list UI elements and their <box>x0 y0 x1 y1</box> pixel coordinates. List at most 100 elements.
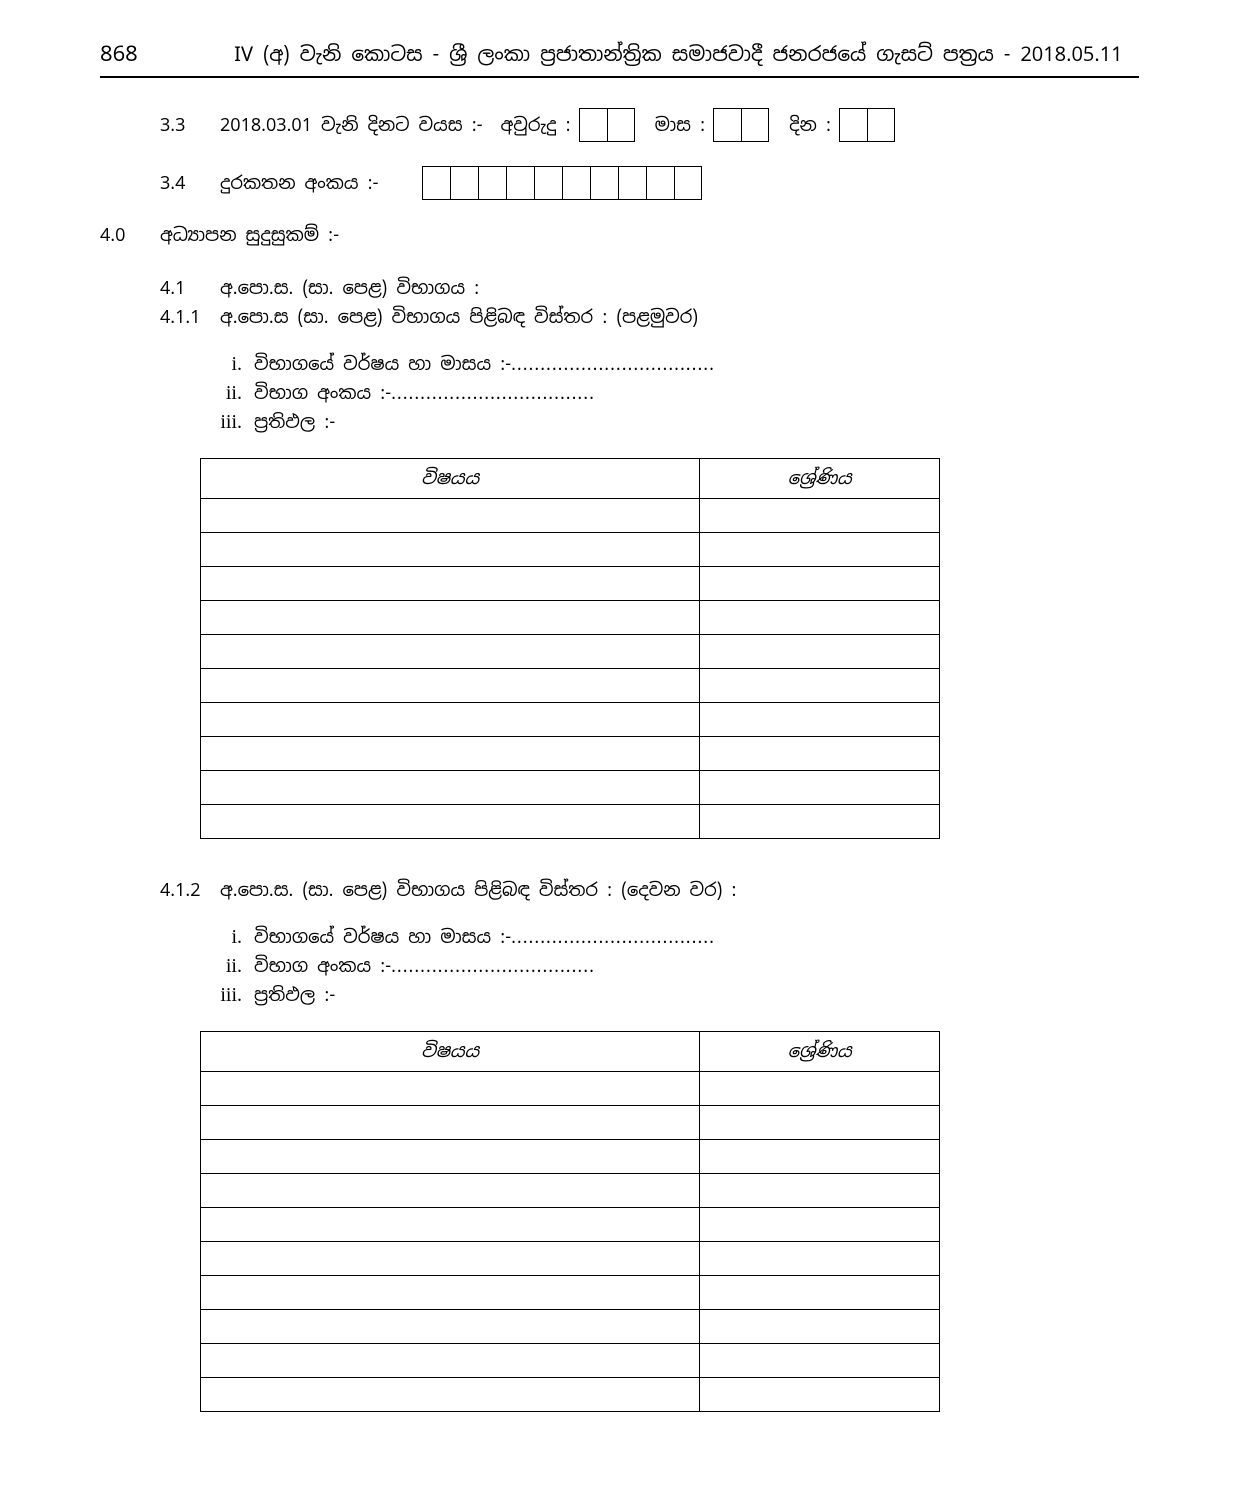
table-row <box>201 1242 940 1276</box>
dots-3[interactable]: ................................... <box>511 926 715 949</box>
th-subject-2: විෂයය <box>201 1032 700 1072</box>
input-box[interactable] <box>534 166 562 200</box>
subject-cell[interactable] <box>201 669 700 703</box>
roman-3-text: ප්‍රතිඵල :- <box>254 411 335 434</box>
input-box[interactable] <box>450 166 478 200</box>
table-row <box>201 1276 940 1310</box>
grade-cell[interactable] <box>700 567 940 601</box>
subject-cell[interactable] <box>201 1242 700 1276</box>
grade-cell[interactable] <box>700 737 940 771</box>
subject-cell[interactable] <box>201 533 700 567</box>
table-row <box>201 737 940 771</box>
subject-cell[interactable] <box>201 499 700 533</box>
header-title: IV (අ) වැනි කොටස - ශ්‍රී ලංකා ප්‍රජාතාන්… <box>218 41 1139 67</box>
row-3-4: 3.4 දුරකතන අංකය :- <box>100 166 1139 200</box>
roman-i-2: i. <box>210 926 254 949</box>
subject-cell[interactable] <box>201 771 700 805</box>
roman-list-2: i. විභාගයේ වර්ෂය හා මාසය :- ............… <box>210 926 1139 1007</box>
grade-cell[interactable] <box>700 1242 940 1276</box>
num-4-1-1: 4.1.1 <box>160 306 220 329</box>
subject-cell[interactable] <box>201 1310 700 1344</box>
grade-cell[interactable] <box>700 601 940 635</box>
grade-cell[interactable] <box>700 1344 940 1378</box>
table-row <box>201 533 940 567</box>
grade-cell[interactable] <box>700 1310 940 1344</box>
input-box[interactable] <box>579 108 607 142</box>
input-box[interactable] <box>506 166 534 200</box>
row-3-3: 3.3 2018.03.01 වැනි දිනට වයස :- අවුරුදු … <box>100 108 1139 142</box>
roman-1-text-2: විභාගයේ වර්ෂය හා මාසය :- <box>254 926 511 949</box>
subject-cell[interactable] <box>201 601 700 635</box>
table-row <box>201 1208 940 1242</box>
label-4-1: අ.පො.ස. (සා. පෙළ) විභාගය : <box>220 277 479 300</box>
input-box[interactable] <box>618 166 646 200</box>
roman-list-1: i. විභාගයේ වර්ෂය හා මාසය :- ............… <box>210 353 1139 434</box>
row-4-1-2: 4.1.2 අ.පො.ස. (සා. පෙළ) විභාගය පිළිබඳ වි… <box>160 879 1139 902</box>
subject-cell[interactable] <box>201 1276 700 1310</box>
table-row <box>201 635 940 669</box>
th-grade-2: ශ්‍රේණිය <box>700 1032 940 1072</box>
num-4-0: 4.0 <box>100 224 160 247</box>
subject-cell[interactable] <box>201 1140 700 1174</box>
table-row <box>201 1378 940 1412</box>
grade-cell[interactable] <box>700 499 940 533</box>
results-table-1: විෂයය ශ්‍රේණිය <box>200 458 940 839</box>
page-header: 868 IV (අ) වැනි කොටස - ශ්‍රී ලංකා ප්‍රජා… <box>100 40 1139 78</box>
subject-cell[interactable] <box>201 805 700 839</box>
phone-boxes[interactable] <box>422 166 702 200</box>
subject-cell[interactable] <box>201 703 700 737</box>
grade-cell[interactable] <box>700 805 940 839</box>
table-row <box>201 1072 940 1106</box>
table-row <box>201 1106 940 1140</box>
input-box[interactable] <box>590 166 618 200</box>
subject-cell[interactable] <box>201 1106 700 1140</box>
th-grade-1: ශ්‍රේණිය <box>700 459 940 499</box>
roman-iii: iii. <box>210 411 254 434</box>
grade-cell[interactable] <box>700 1140 940 1174</box>
label-3-4: දුරකතන අංකය :- <box>220 172 378 195</box>
subject-cell[interactable] <box>201 1378 700 1412</box>
input-box[interactable] <box>867 108 895 142</box>
months-boxes[interactable] <box>713 108 769 142</box>
grade-cell[interactable] <box>700 1276 940 1310</box>
input-box[interactable] <box>607 108 635 142</box>
row-4-1: 4.1 අ.පො.ස. (සා. පෙළ) විභාගය : <box>160 277 1139 300</box>
days-boxes[interactable] <box>839 108 895 142</box>
input-box[interactable] <box>562 166 590 200</box>
input-box[interactable] <box>741 108 769 142</box>
row-4-1-1: 4.1.1 අ.පො.ස (සා. පෙළ) විභාගය පිළිබඳ විස… <box>160 306 1139 329</box>
input-box[interactable] <box>478 166 506 200</box>
grade-cell[interactable] <box>700 1072 940 1106</box>
input-box[interactable] <box>674 166 702 200</box>
grade-cell[interactable] <box>700 1378 940 1412</box>
grade-cell[interactable] <box>700 1106 940 1140</box>
input-box[interactable] <box>713 108 741 142</box>
subject-cell[interactable] <box>201 567 700 601</box>
dots-1[interactable]: ................................... <box>511 353 715 376</box>
input-box[interactable] <box>422 166 450 200</box>
label-4-1-2: අ.පො.ස. (සා. පෙළ) විභාගය පිළිබඳ විස්තර :… <box>220 879 737 902</box>
grade-cell[interactable] <box>700 635 940 669</box>
roman-ii-2: ii. <box>210 955 254 978</box>
grade-cell[interactable] <box>700 533 940 567</box>
dots-4[interactable]: ................................... <box>391 955 595 978</box>
grade-cell[interactable] <box>700 1208 940 1242</box>
roman-3-text-2: ප්‍රතිඵල :- <box>254 984 335 1007</box>
grade-cell[interactable] <box>700 703 940 737</box>
subject-cell[interactable] <box>201 1174 700 1208</box>
subject-cell[interactable] <box>201 1344 700 1378</box>
input-box[interactable] <box>839 108 867 142</box>
tbody-1 <box>201 499 940 839</box>
subject-cell[interactable] <box>201 635 700 669</box>
label-months: මාස : <box>655 114 705 137</box>
years-boxes[interactable] <box>579 108 635 142</box>
subject-cell[interactable] <box>201 1072 700 1106</box>
table-row <box>201 1310 940 1344</box>
subject-cell[interactable] <box>201 737 700 771</box>
input-box[interactable] <box>646 166 674 200</box>
subject-cell[interactable] <box>201 1208 700 1242</box>
grade-cell[interactable] <box>700 669 940 703</box>
grade-cell[interactable] <box>700 771 940 805</box>
grade-cell[interactable] <box>700 1174 940 1208</box>
dots-2[interactable]: ................................... <box>391 382 595 405</box>
